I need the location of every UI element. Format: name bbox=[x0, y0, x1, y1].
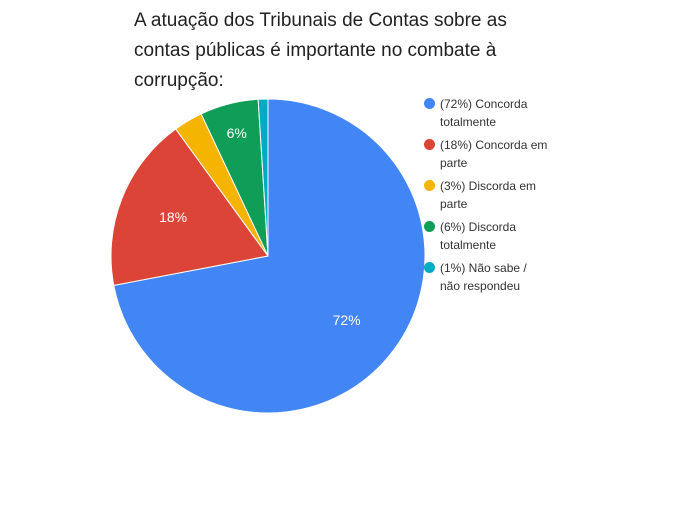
legend-entry: (18%) Concorda em parte bbox=[424, 136, 550, 172]
legend-entry: (6%) Discorda totalmente bbox=[424, 218, 550, 254]
data-label: 72% bbox=[333, 312, 361, 328]
legend-label: (72%) Concorda totalmente bbox=[440, 97, 528, 129]
chart-title: A atuação dos Tribunais de Contas sobre … bbox=[134, 10, 507, 91]
pie-slice bbox=[113, 98, 426, 414]
legend-label: (18%) Concorda em parte bbox=[440, 138, 548, 170]
data-label: 18% bbox=[159, 209, 187, 225]
pie-slice bbox=[110, 128, 269, 287]
legend-swatch bbox=[424, 221, 435, 232]
data-label: 6% bbox=[227, 125, 247, 141]
legend-entry: (3%) Discorda em parte bbox=[424, 177, 550, 213]
legend: (72%) Concorda totalmente (18%) Concorda … bbox=[424, 95, 564, 300]
legend-entry: (1%) Não sabe / não respondeu bbox=[424, 259, 550, 295]
legend-label: (1%) Não sabe / não respondeu bbox=[440, 261, 527, 293]
legend-label: (3%) Discorda em parte bbox=[440, 179, 537, 211]
legend-swatch bbox=[424, 139, 435, 150]
legend-entry: (72%) Concorda totalmente bbox=[424, 95, 550, 131]
legend-swatch bbox=[424, 180, 435, 191]
pie-slice bbox=[257, 98, 269, 257]
legend-label: (6%) Discorda totalmente bbox=[440, 220, 517, 252]
legend-swatch bbox=[424, 98, 435, 109]
legend-swatch bbox=[424, 262, 435, 273]
